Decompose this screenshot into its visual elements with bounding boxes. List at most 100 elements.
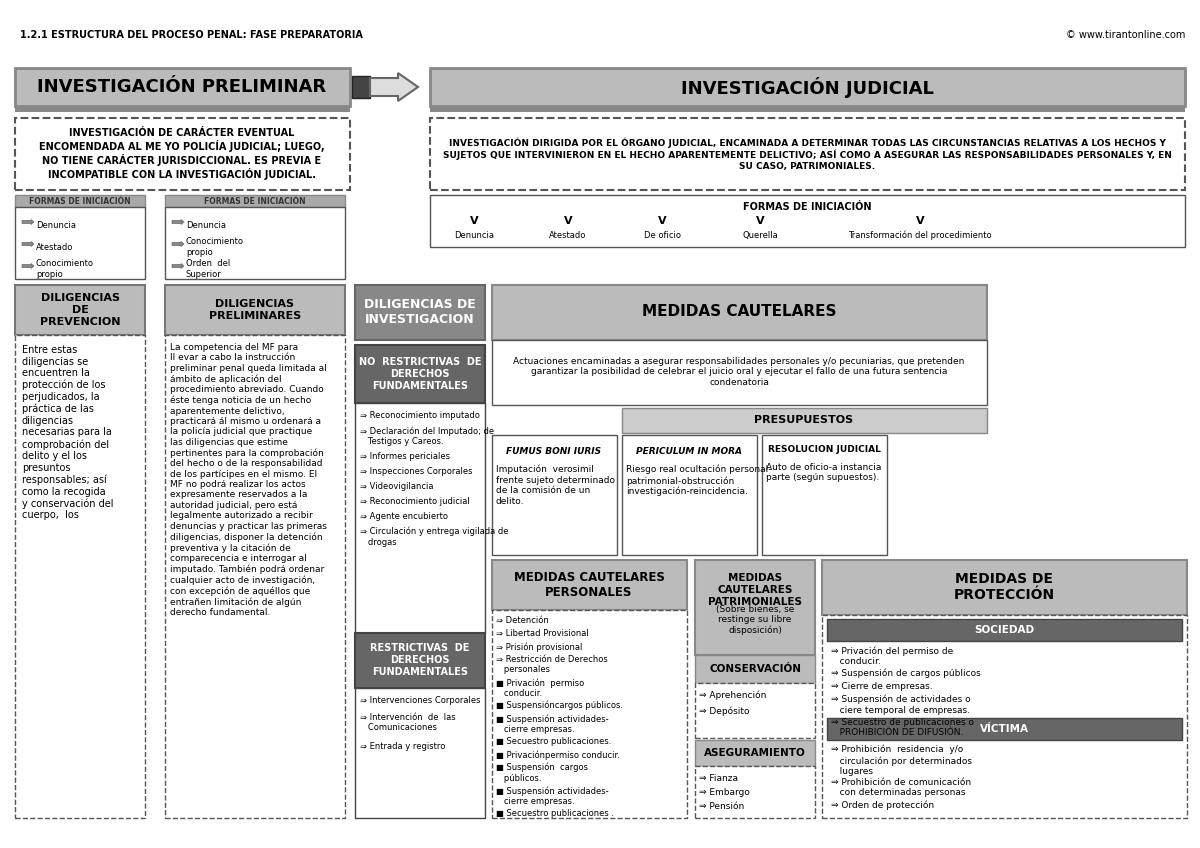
Bar xyxy=(14,68,350,106)
Text: Atestado: Atestado xyxy=(36,243,73,252)
Text: Entre estas
diligencias se
encuentren la
protección de los
perjudicados, la
prác: Entre estas diligencias se encuentren la… xyxy=(22,345,114,521)
Text: Denuncia: Denuncia xyxy=(186,220,226,230)
Text: Orden  del
Superior: Orden del Superior xyxy=(186,259,230,279)
Text: Actuaciones encaminadas a asegurar responsabilidades personales y/o pecuniarias,: Actuaciones encaminadas a asegurar respo… xyxy=(514,357,965,387)
Bar xyxy=(827,619,1182,641)
Text: MEDIDAS CAUTELARES
PERSONALES: MEDIDAS CAUTELARES PERSONALES xyxy=(514,571,665,599)
Text: ⇒ Reconocimiento judicial: ⇒ Reconocimiento judicial xyxy=(360,497,469,506)
Bar xyxy=(352,76,370,98)
Bar xyxy=(14,207,145,279)
Bar xyxy=(622,435,757,555)
Bar xyxy=(166,335,346,818)
Text: De oficio: De oficio xyxy=(643,231,680,240)
Text: FORMAS DE INICIACIÓN: FORMAS DE INICIACIÓN xyxy=(29,197,131,205)
FancyArrow shape xyxy=(370,73,418,101)
Bar xyxy=(822,560,1187,615)
Bar xyxy=(492,285,986,340)
Text: V: V xyxy=(564,216,572,226)
Bar xyxy=(166,207,346,279)
Bar xyxy=(355,633,485,688)
Text: ⇒ Aprehención: ⇒ Aprehención xyxy=(698,691,767,700)
Text: FORMAS DE INICIACIÓN: FORMAS DE INICIACIÓN xyxy=(743,202,871,212)
Bar xyxy=(492,610,686,818)
Text: ⇒ Prisión provisional: ⇒ Prisión provisional xyxy=(496,642,582,651)
Text: PERICULUM IN MORA: PERICULUM IN MORA xyxy=(636,447,742,456)
Bar xyxy=(430,195,1186,247)
Text: ⇒ Reconocimiento imputado: ⇒ Reconocimiento imputado xyxy=(360,411,480,420)
Text: ⇒ Depósito: ⇒ Depósito xyxy=(698,707,750,717)
Text: ■ Privaciónpermiso conducir.: ■ Privaciónpermiso conducir. xyxy=(496,750,620,760)
Text: ⇒ Detención: ⇒ Detención xyxy=(496,616,548,625)
Text: CONSERVACIÓN: CONSERVACIÓN xyxy=(709,664,802,674)
Text: PRESUPUESTOS: PRESUPUESTOS xyxy=(755,415,853,425)
Text: ⇒ Libertad Provisional: ⇒ Libertad Provisional xyxy=(496,629,589,638)
Text: Conocimiento
propio: Conocimiento propio xyxy=(186,237,244,257)
Text: DILIGENCIAS
PRELIMINARES: DILIGENCIAS PRELIMINARES xyxy=(209,299,301,321)
Bar xyxy=(355,403,485,633)
Text: NO  RESTRICTIVAS  DE
DERECHOS
FUNDAMENTALES: NO RESTRICTIVAS DE DERECHOS FUNDAMENTALE… xyxy=(359,357,481,391)
Text: ⇒ Suspensión de cargos públicos: ⇒ Suspensión de cargos públicos xyxy=(830,669,980,678)
Text: DILIGENCIAS DE
INVESTIGACION: DILIGENCIAS DE INVESTIGACION xyxy=(364,298,476,326)
Text: Querella: Querella xyxy=(742,231,778,240)
Text: Auto de oficio-a instancia
parte (según supuestos).: Auto de oficio-a instancia parte (según … xyxy=(766,463,881,483)
Text: Riesgo real ocultación personal-
patrimonial-obstrucción
investigación-reinciden: Riesgo real ocultación personal- patrimo… xyxy=(626,465,772,496)
Text: ⇒ Secuestro de publicaciones o
   PROHIBICIÓN DE DIFUSIÓN.: ⇒ Secuestro de publicaciones o PROHIBICI… xyxy=(830,718,974,738)
Text: ■ Suspensión actividades-
   cierre empresas.: ■ Suspensión actividades- cierre empresa… xyxy=(496,714,608,734)
Text: ⇒ Fianza: ⇒ Fianza xyxy=(698,774,738,783)
Text: ⇒ Prohibición  residencia  y/o
   circulación por determinados
   lugares: ⇒ Prohibición residencia y/o circulación… xyxy=(830,745,972,776)
Text: ⇒ Agente encubierto: ⇒ Agente encubierto xyxy=(360,512,448,521)
Text: © www.tirantonline.com: © www.tirantonline.com xyxy=(1066,30,1186,40)
Bar xyxy=(762,435,887,555)
Text: MEDIDAS
CAUTELARES
PATRIMONIALES: MEDIDAS CAUTELARES PATRIMONIALES xyxy=(708,573,802,606)
Bar xyxy=(14,285,145,335)
Text: Denuncia: Denuncia xyxy=(454,231,494,240)
Text: ⇒ Orden de protección: ⇒ Orden de protección xyxy=(830,801,934,811)
Text: Transformación del procedimiento: Transformación del procedimiento xyxy=(848,231,992,241)
Bar xyxy=(695,560,815,655)
Text: (Sobre bienes, se
restinge su libre
disposición): (Sobre bienes, se restinge su libre disp… xyxy=(716,605,794,635)
Bar xyxy=(492,560,686,610)
Text: MEDIDAS DE
PROTECCIÓN: MEDIDAS DE PROTECCIÓN xyxy=(954,572,1055,602)
Bar xyxy=(622,408,986,433)
Text: ⇒ Intervenciones Corporales: ⇒ Intervenciones Corporales xyxy=(360,696,480,705)
Bar xyxy=(827,718,1182,740)
Text: Atestado: Atestado xyxy=(550,231,587,240)
Text: 1.2.1 ESTRUCTURA DEL PROCESO PENAL: FASE PREPARATORIA: 1.2.1 ESTRUCTURA DEL PROCESO PENAL: FASE… xyxy=(20,30,362,40)
Bar xyxy=(492,435,617,555)
Text: DILIGENCIAS
DE
PREVENCION: DILIGENCIAS DE PREVENCION xyxy=(40,293,120,326)
Bar xyxy=(14,118,350,190)
Text: ⇒ Circulación y entrega vigilada de
   drogas: ⇒ Circulación y entrega vigilada de drog… xyxy=(360,527,509,547)
Text: V: V xyxy=(469,216,479,226)
Text: MEDIDAS CAUTELARES: MEDIDAS CAUTELARES xyxy=(642,304,836,320)
Text: VÍCTIMA: VÍCTIMA xyxy=(979,724,1028,734)
Text: ⇒ Entrada y registro: ⇒ Entrada y registro xyxy=(360,742,445,751)
Text: INVESTIGACIÓN JUDICIAL: INVESTIGACIÓN JUDICIAL xyxy=(680,76,934,98)
FancyArrow shape xyxy=(22,242,34,247)
Text: ■ Secuestro publicaciones .: ■ Secuestro publicaciones . xyxy=(496,809,614,818)
Text: ■ Secuestro publicaciones.: ■ Secuestro publicaciones. xyxy=(496,737,611,746)
Text: ⇒ Declaración del Imputado; de
   Testigos y Careos.: ⇒ Declaración del Imputado; de Testigos … xyxy=(360,426,494,446)
Bar xyxy=(430,106,1186,112)
Text: V: V xyxy=(658,216,666,226)
Text: ⇒ Videovigilancia: ⇒ Videovigilancia xyxy=(360,482,433,491)
Text: ⇒ Inspecciones Corporales: ⇒ Inspecciones Corporales xyxy=(360,467,473,476)
Text: ⇒ Embargo: ⇒ Embargo xyxy=(698,788,750,797)
Text: ⇒ Informes periciales: ⇒ Informes periciales xyxy=(360,452,450,461)
Text: V: V xyxy=(756,216,764,226)
Bar xyxy=(822,615,1187,818)
Bar xyxy=(166,195,346,207)
Text: V: V xyxy=(916,216,924,226)
Bar xyxy=(492,340,986,405)
Text: ⇒ Pensión: ⇒ Pensión xyxy=(698,802,744,811)
Bar xyxy=(14,195,145,207)
Text: La competencia del MF para
ll evar a cabo la instrucción
preliminar penal queda : La competencia del MF para ll evar a cab… xyxy=(170,343,326,617)
Bar xyxy=(355,688,485,818)
FancyArrow shape xyxy=(172,220,184,225)
Text: Imputación  verosimil
frente sujeto determinado
de la comisión de un
delito.: Imputación verosimil frente sujeto deter… xyxy=(496,465,616,505)
Text: RESTRICTIVAS  DE
DERECHOS
FUNDAMENTALES: RESTRICTIVAS DE DERECHOS FUNDAMENTALES xyxy=(371,644,469,677)
Text: Denuncia: Denuncia xyxy=(36,220,76,230)
Bar xyxy=(695,655,815,683)
FancyArrow shape xyxy=(172,264,184,269)
FancyArrow shape xyxy=(172,242,184,247)
Bar xyxy=(14,106,350,112)
